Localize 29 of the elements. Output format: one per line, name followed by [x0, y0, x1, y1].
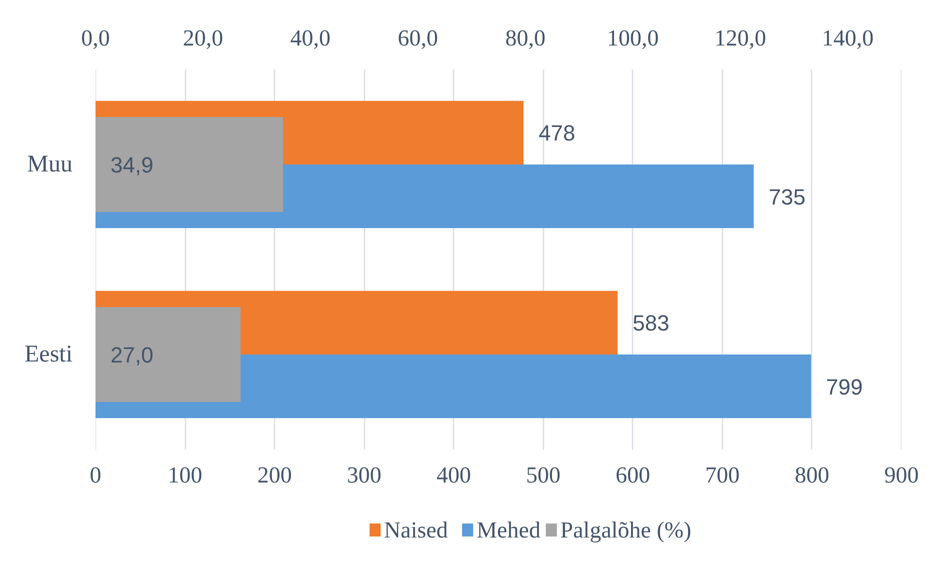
- data-label: 478: [538, 120, 576, 146]
- x2-tick-label: 20,0: [182, 26, 224, 50]
- x2-tick-label: 40,0: [290, 26, 331, 50]
- legend-label: Naised: [384, 518, 448, 542]
- x-tick-label: 400: [436, 462, 471, 488]
- x-tick-label: 200: [257, 462, 292, 488]
- data-label: 34,9: [110, 152, 154, 178]
- y-tick-label: Eesti: [24, 342, 73, 368]
- data-label: 583: [632, 310, 670, 336]
- x-tick-label: 800: [794, 462, 830, 488]
- x2-tick-label: 0,0: [81, 26, 110, 50]
- x-tick-label: 700: [705, 462, 740, 488]
- x2-tick-label: 100,0: [606, 26, 659, 50]
- legend-label: Palgalõhe (%): [560, 518, 692, 542]
- x-tick-label: 0: [90, 462, 102, 488]
- x-tick-label: 900: [884, 462, 919, 488]
- x2-tick-label: 140,0: [822, 26, 874, 50]
- x-tick-label: 500: [526, 462, 561, 488]
- x-tick-label: 100: [168, 462, 202, 488]
- legend-label: Mehed: [476, 518, 541, 542]
- x-tick-label: 300: [346, 462, 382, 488]
- y-tick-label: Muu: [27, 152, 73, 178]
- x2-tick-label: 60,0: [398, 26, 438, 50]
- x-tick-label: 600: [616, 462, 650, 488]
- data-label: 735: [768, 184, 806, 210]
- x2-tick-label: 80,0: [505, 26, 546, 50]
- data-label: 799: [826, 374, 863, 400]
- x2-tick-label: 120,0: [714, 26, 766, 50]
- data-label: 27,0: [110, 342, 154, 368]
